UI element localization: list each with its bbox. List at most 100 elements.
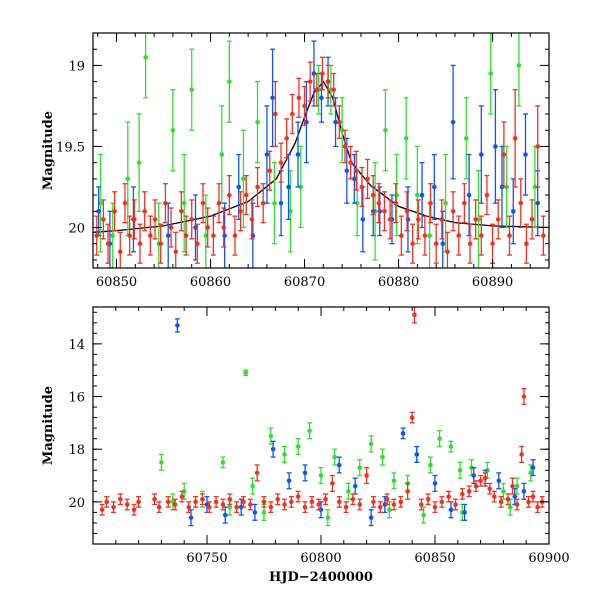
point-marker <box>250 483 255 489</box>
data-point-red <box>289 93 295 135</box>
data-point-green <box>504 145 510 229</box>
data-point-red <box>444 231 450 268</box>
data-point-red <box>439 199 445 240</box>
point-marker <box>290 111 295 117</box>
data-point-red <box>284 118 290 159</box>
point-marker <box>252 510 258 515</box>
data-point-red <box>422 215 428 256</box>
data-point-red <box>518 178 524 229</box>
data-point-red <box>432 501 438 514</box>
point-marker <box>394 192 399 198</box>
data-point-red <box>381 191 387 232</box>
data-point-green <box>158 453 164 471</box>
point-marker <box>311 71 317 76</box>
data-point-blue <box>419 162 425 229</box>
point-marker <box>323 496 328 502</box>
data-point-red <box>353 150 359 191</box>
point-marker <box>165 233 171 238</box>
point-marker <box>267 168 273 174</box>
point-marker <box>295 152 301 157</box>
data-point-red <box>117 493 123 506</box>
point-marker <box>409 415 415 420</box>
x-tick-label: 60890 <box>472 275 513 290</box>
point-marker <box>220 502 226 507</box>
point-marker <box>188 515 194 520</box>
data-point-red <box>104 495 110 508</box>
data-point-red <box>514 498 520 511</box>
data-point-red <box>501 121 507 188</box>
data-point-red <box>316 498 322 511</box>
point-marker <box>416 217 421 222</box>
data-point-green <box>240 129 246 229</box>
data-point-green <box>443 153 449 253</box>
point-marker <box>159 460 164 465</box>
point-marker <box>415 192 420 198</box>
point-marker <box>296 95 302 101</box>
point-marker <box>457 467 463 473</box>
data-point-green <box>136 113 142 212</box>
data-point-blue <box>250 202 256 268</box>
point-marker <box>295 444 301 449</box>
point-marker <box>427 233 432 238</box>
data-point-blue <box>368 509 374 527</box>
point-marker <box>261 499 267 505</box>
y-tick-label: 20 <box>68 496 85 511</box>
point-marker <box>170 127 176 133</box>
data-point-red <box>136 495 142 508</box>
data-point-red <box>206 501 212 514</box>
point-marker <box>112 208 117 214</box>
point-marker <box>216 200 222 206</box>
data-point-red <box>221 207 227 248</box>
data-point-red <box>226 174 232 216</box>
point-marker <box>400 431 406 436</box>
point-marker <box>410 241 415 246</box>
data-point-red <box>255 166 261 208</box>
data-point-red <box>521 387 527 406</box>
data-point-blue <box>360 186 366 253</box>
data-point-green <box>298 145 304 229</box>
data-point-red <box>370 495 376 508</box>
data-point-red <box>391 498 397 511</box>
point-marker <box>168 225 174 230</box>
point-marker <box>382 208 387 214</box>
point-marker <box>535 504 540 510</box>
point-marker <box>478 478 483 484</box>
data-point-green <box>463 97 469 180</box>
data-point-green <box>143 33 149 99</box>
point-marker <box>488 71 494 76</box>
point-marker <box>535 144 541 149</box>
data-point-blue <box>286 472 292 490</box>
point-marker <box>521 489 527 494</box>
data-point-red <box>329 474 335 492</box>
data-point-green <box>243 369 249 377</box>
point-marker <box>512 494 518 499</box>
point-marker <box>370 192 376 198</box>
point-marker <box>339 127 345 133</box>
data-point-red <box>415 199 421 240</box>
point-marker <box>336 499 342 505</box>
point-marker <box>298 184 304 190</box>
data-point-red <box>111 501 117 514</box>
point-marker <box>514 483 520 489</box>
data-point-blue <box>450 64 456 180</box>
point-marker <box>195 241 200 246</box>
data-point-red <box>234 501 240 514</box>
data-point-blue <box>352 477 358 495</box>
data-point-red <box>156 501 162 514</box>
data-point-blue <box>318 72 324 123</box>
point-marker <box>352 483 358 489</box>
point-marker <box>125 176 131 182</box>
data-point-red <box>478 215 484 256</box>
point-marker <box>189 87 195 93</box>
data-point-red <box>173 231 179 268</box>
point-marker <box>273 111 278 117</box>
data-point-green <box>427 456 433 474</box>
point-marker <box>286 184 291 190</box>
data-point-red <box>473 199 479 240</box>
data-point-red <box>152 199 158 240</box>
data-point-red <box>404 191 410 232</box>
point-marker <box>325 79 331 84</box>
point-marker <box>236 184 242 190</box>
data-point-blue <box>344 137 350 204</box>
point-marker <box>295 494 301 499</box>
